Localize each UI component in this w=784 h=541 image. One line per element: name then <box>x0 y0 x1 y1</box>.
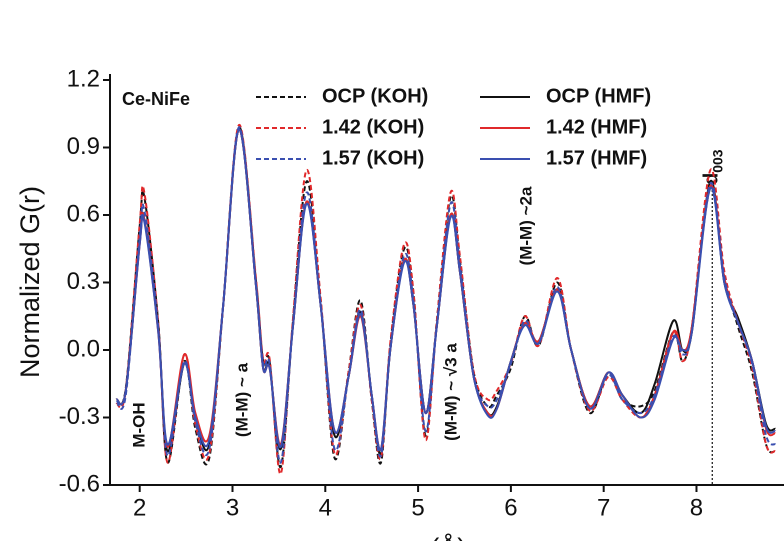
reference-label: d003 <box>701 149 725 185</box>
x-tick-label: 8 <box>690 494 703 521</box>
y-axis-label: Normalized G(r) <box>15 186 45 378</box>
x-tick-label: 3 <box>226 494 239 521</box>
reference-label-subscript: 003 <box>709 149 725 173</box>
annotation: Ce-NiFe <box>122 89 190 109</box>
x-tick-label: 2 <box>133 494 146 521</box>
y-tick-label: 0.9 <box>67 133 100 160</box>
legend-label: 1.42 (KOH) <box>322 116 424 138</box>
y-tick-label: 0.0 <box>67 335 100 362</box>
x-tick-label: 5 <box>411 494 424 521</box>
legend-label: 1.42 (HMF) <box>546 116 647 138</box>
annotation: (M-M) ~2a <box>516 186 535 265</box>
y-tick-label: -0.6 <box>59 470 100 497</box>
y-tick-label: 0.6 <box>67 200 100 227</box>
series-line <box>115 126 777 464</box>
x-tick-label: 4 <box>319 494 332 521</box>
legend-label: 1.57 (KOH) <box>322 147 424 169</box>
annotation: M-OH <box>129 402 148 447</box>
y-tick-label: 1.2 <box>67 65 100 92</box>
legend-label: 1.57 (HMF) <box>546 147 647 169</box>
annotation: (M-M) ~ √3 a <box>441 343 460 441</box>
reference-label-base: d <box>701 173 723 185</box>
legend-label: OCP (HMF) <box>546 85 651 107</box>
x-axis-label: r (Å) <box>414 532 466 541</box>
annotation: (M-M) ~ a <box>232 362 251 437</box>
legend-label: OCP (KOH) <box>322 85 428 107</box>
x-tick-label: 6 <box>504 494 517 521</box>
x-tick-label: 7 <box>597 494 610 521</box>
series-line <box>115 128 776 451</box>
y-tick-label: 0.3 <box>67 268 100 295</box>
series-line <box>115 123 776 475</box>
y-tick-label: -0.3 <box>59 403 100 430</box>
